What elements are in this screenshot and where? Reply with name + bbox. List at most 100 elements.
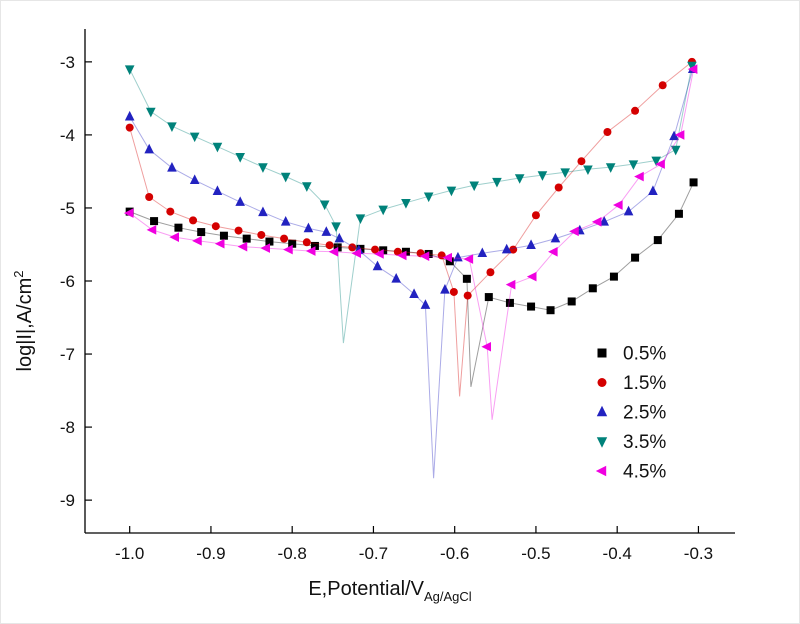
marker-triangle-down [258, 163, 268, 173]
legend-label: 4.5% [623, 462, 666, 483]
marker-triangle-up [144, 143, 154, 154]
marker-circle [554, 183, 563, 192]
marker-square [265, 237, 274, 246]
marker-circle [631, 106, 640, 115]
marker-triangle-down [212, 142, 223, 153]
marker-circle [234, 226, 243, 235]
marker-triangle-up [420, 299, 431, 309]
marker-triangle-up [303, 222, 314, 233]
axes [84, 29, 735, 534]
marker-triangle-left [505, 279, 516, 290]
marker-square [527, 302, 536, 311]
marker-triangle-down [537, 171, 548, 181]
y-axis-label: log|I|,A/cm2 [11, 271, 36, 372]
marker-circle [125, 123, 134, 132]
marker-triangle-left [283, 244, 293, 255]
marker-square [689, 178, 698, 187]
marker-triangle-left [634, 171, 644, 182]
marker-square [197, 228, 206, 237]
marker-square [242, 234, 251, 243]
y-tick-label: -4 [60, 126, 75, 145]
marker-triangle-left [192, 236, 202, 246]
legend-label: 1.5% [623, 373, 666, 394]
marker-square [631, 253, 640, 262]
marker-triangle-left [169, 232, 179, 242]
marker-triangle-left [481, 341, 491, 352]
marker-square [653, 236, 662, 245]
legend-label: 3.5% [623, 432, 666, 453]
marker-circle [531, 211, 540, 220]
series-2.5% [124, 63, 698, 479]
marker-triangle-down [146, 107, 156, 118]
marker-triangle-down [687, 61, 697, 72]
series-4.5% [123, 64, 698, 420]
x-tick-label: -1.0 [115, 544, 144, 563]
x-tick-label: -0.6 [440, 544, 469, 563]
marker-triangle-left [526, 271, 537, 282]
legend-item-1.5%: 1.5% [597, 373, 666, 394]
marker-triangle-left [569, 226, 579, 237]
marker-triangle-left [351, 248, 361, 259]
marker-triangle-down [628, 160, 639, 170]
marker-square [609, 272, 618, 281]
marker-square [674, 209, 683, 218]
marker-triangle-down [302, 182, 312, 192]
legend: 0.5% 1.5% 2.5% 3.5% 4.5% [595, 344, 666, 483]
series-line [129, 69, 695, 420]
x-tick-label: -0.3 [684, 544, 713, 563]
marker-triangle-left [214, 238, 225, 249]
marker-triangle-up [599, 216, 609, 226]
marker-circle [658, 81, 667, 90]
y-tick-label: -8 [60, 418, 75, 437]
x-tick-label: -0.8 [278, 544, 307, 563]
marker-triangle-down [596, 437, 608, 448]
marker-triangle-left [260, 243, 270, 253]
marker-circle [486, 268, 495, 277]
marker-triangle-up [235, 196, 245, 206]
marker-triangle-down [124, 65, 135, 75]
marker-triangle-down [235, 153, 245, 163]
x-axis-label: E,Potential/VAg/AgCl [308, 578, 471, 604]
series-0.5% [125, 178, 698, 387]
marker-triangle-left [595, 465, 607, 477]
y-tick-labels: -9 -8 -7 -6 -5 -4 -3 [60, 53, 92, 510]
marker-circle [302, 238, 311, 247]
marker-square [567, 297, 576, 306]
marker-triangle-down [189, 132, 200, 143]
marker-triangle-up [321, 226, 332, 236]
marker-square [462, 274, 471, 283]
marker-triangle-down [401, 199, 411, 209]
y-tick-label: -3 [60, 53, 75, 72]
legend-label: 2.5% [623, 403, 666, 424]
marker-triangle-up [167, 161, 177, 172]
x-tick-labels: -1.0 -0.9 -0.8 -0.7 -0.6 -0.5 -0.4 -0.3 [115, 526, 713, 563]
series-1.5% [125, 57, 696, 397]
marker-triangle-left [674, 130, 685, 140]
marker-triangle-left [419, 251, 430, 261]
marker-square [150, 217, 159, 226]
marker-circle [280, 234, 289, 243]
marker-triangle-up [124, 110, 135, 121]
marker-circle [603, 127, 612, 136]
marker-circle [393, 247, 402, 256]
marker-triangle-left [687, 64, 698, 74]
marker-triangle-down [331, 222, 341, 233]
marker-circle [509, 245, 518, 254]
marker-circle [577, 157, 586, 166]
legend-item-3.5%: 3.5% [596, 432, 666, 453]
x-tick-label: -0.4 [603, 544, 632, 563]
marker-circle [189, 216, 198, 225]
marker-triangle-down [514, 174, 525, 184]
marker-triangle-down [583, 165, 593, 176]
marker-triangle-up [596, 405, 608, 417]
marker-triangle-down [355, 214, 366, 224]
y-tick-label: -5 [60, 199, 75, 218]
marker-triangle-up [391, 273, 401, 283]
marker-triangle-left [442, 252, 452, 263]
x-tick-label: -0.7 [359, 544, 388, 563]
marker-square [588, 284, 597, 293]
marker-triangle-down [560, 168, 570, 178]
marker-triangle-up [409, 288, 419, 298]
